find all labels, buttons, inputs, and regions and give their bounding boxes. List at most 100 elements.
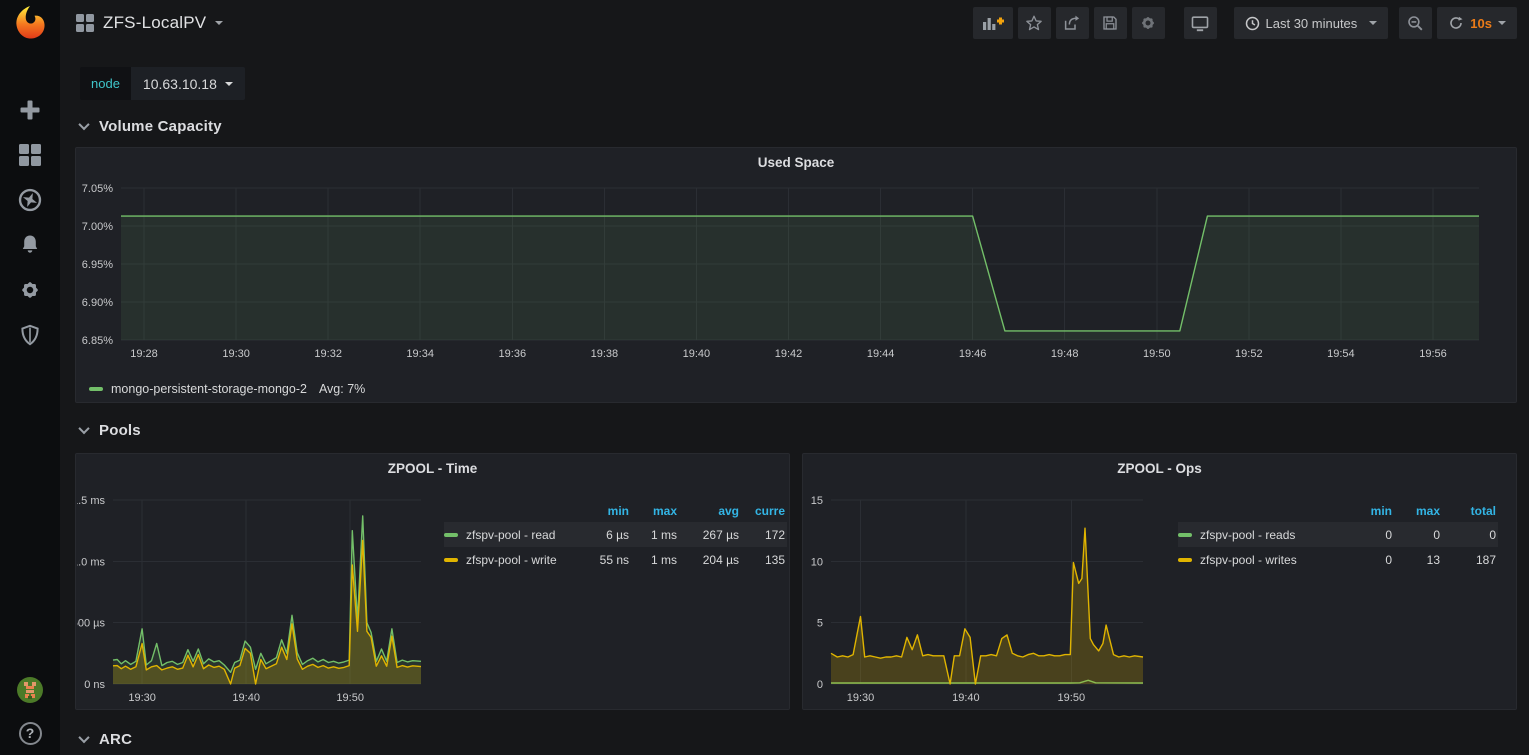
variable-node-value-dropdown[interactable]: 10.63.10.18: [130, 67, 245, 100]
section-label: Pools: [99, 421, 141, 439]
legend-stat-value: 0: [1489, 527, 1496, 542]
dashboard-settings-button[interactable]: [1131, 7, 1165, 39]
x-tick-label: 19:46: [959, 348, 987, 360]
y-tick-label: 6.90%: [82, 297, 113, 309]
legend-column-header: max: [1415, 504, 1440, 518]
legend-stat-value: 172: [764, 527, 785, 542]
dashboard-title[interactable]: ZFS-LocalPV: [103, 13, 207, 32]
y-tick-label: 0: [817, 679, 823, 691]
dashboard-caret-icon[interactable]: [215, 21, 224, 25]
used-space-chart[interactable]: 7.05% 7.00% 6.95% 6.90% 6.85% 19:28 19:30 19:32…: [77, 178, 1517, 370]
variable-node-control: node 10.63.10.18: [80, 67, 245, 100]
legend-stat-value: 13: [1426, 552, 1440, 567]
y-tick-label: 1.5 ms: [77, 495, 105, 507]
dashboard-icon: [76, 14, 94, 32]
add-panel-button[interactable]: [972, 7, 1013, 39]
x-tick-label: 19:36: [499, 348, 527, 360]
section-label: Volume Capacity: [99, 117, 222, 135]
sidebar-item-create[interactable]: [16, 96, 44, 124]
help-button[interactable]: ?: [16, 719, 44, 747]
legend-series-name[interactable]: zfspv-pool - write: [444, 553, 577, 567]
cycle-view-mode-button[interactable]: [1183, 7, 1217, 39]
panel-title[interactable]: ZPOOL - Ops: [1117, 461, 1202, 476]
clock-icon: [1245, 16, 1259, 30]
legend-series-name[interactable]: zfspv-pool - writes: [1178, 553, 1340, 567]
legend-stat-value: 0: [1385, 552, 1392, 567]
section-label: ARC: [99, 730, 133, 748]
panel-zpool-ops: ZPOOL - Ops 15 10 5 0 19:30 19:40 19:50 min max…: [802, 453, 1517, 710]
legend-row: zfspv-pool - writes 0 13 187: [1178, 547, 1498, 572]
grafana-logo-icon[interactable]: [13, 5, 47, 41]
help-icon: ?: [18, 721, 42, 745]
legend-column-header: curre: [754, 504, 785, 518]
zpool-time-chart[interactable]: 1.5 ms 1.0 ms 500 µs 0 ns 19:30 19:40 19:50: [77, 484, 790, 708]
save-button[interactable]: [1093, 7, 1127, 39]
zpool-ops-chart[interactable]: 15 10 5 0 19:30 19:40 19:50: [804, 484, 1517, 708]
legend-stat-value: 0: [1433, 527, 1440, 542]
sidebar: ?: [0, 0, 60, 755]
x-tick-label: 19:54: [1327, 348, 1355, 360]
y-tick-label: 7.05%: [82, 183, 113, 195]
refresh-caret-icon: [1498, 21, 1506, 25]
legend-row: zfspv-pool - write 55 ns 1 ms 204 µs 135: [444, 547, 787, 572]
share-icon: [1064, 15, 1080, 30]
zpool-ops-legend-table: min max total zfspv-pool - reads 0 0 0 zfspv-po…: [1178, 500, 1498, 572]
shield-icon: [21, 324, 39, 346]
sidebar-item-server-admin[interactable]: [16, 321, 44, 349]
panel-title[interactable]: Used Space: [757, 155, 835, 170]
time-range-caret-icon: [1369, 21, 1378, 25]
section-volume-capacity[interactable]: Volume Capacity: [78, 113, 222, 139]
user-avatar[interactable]: [16, 676, 44, 704]
legend-stat-value: 0: [1385, 527, 1392, 542]
chevron-down-icon: [78, 422, 90, 435]
legend-avg-value: Avg: 7%: [318, 382, 366, 396]
x-tick-label: 19:42: [775, 348, 803, 360]
y-tick-label: 6.85%: [82, 335, 113, 347]
refresh-picker[interactable]: 10s: [1437, 7, 1517, 39]
x-tick-label: 19:30: [847, 692, 875, 704]
panel-title[interactable]: ZPOOL - Time: [387, 461, 478, 476]
star-button[interactable]: [1017, 7, 1051, 39]
section-arc[interactable]: ARC: [78, 726, 133, 752]
y-tick-label: 5: [817, 618, 823, 630]
x-tick-label: 19:48: [1051, 348, 1079, 360]
variable-node-value: 10.63.10.18: [142, 75, 217, 92]
x-tick-label: 19:32: [314, 348, 342, 360]
time-range-picker[interactable]: Last 30 minutes: [1233, 7, 1389, 39]
series-line: [831, 679, 1144, 684]
chevron-down-icon: [78, 118, 90, 131]
x-tick-label: 19:28: [130, 348, 158, 360]
legend-series-name[interactable]: mongo-persistent-storage-mongo-2: [111, 382, 307, 396]
sidebar-item-explore[interactable]: [16, 186, 44, 214]
legend-column-header: min: [1370, 504, 1392, 518]
sidebar-item-alerting[interactable]: [16, 231, 44, 259]
series-swatch-icon: [1178, 532, 1192, 537]
series-line: [112, 539, 422, 685]
legend-column-header: total: [1470, 504, 1496, 518]
y-tick-label: 0 ns: [84, 679, 105, 691]
legend-stat-value: 55 ns: [599, 552, 629, 567]
settings-gear-icon: [1142, 17, 1154, 29]
add-panel-icon: [982, 17, 1004, 30]
legend-series-name[interactable]: zfspv-pool - reads: [1178, 528, 1340, 542]
legend-stat-value: 267 µs: [702, 527, 739, 542]
legend-series-name[interactable]: zfspv-pool - read: [444, 528, 577, 542]
panel-used-space: Used Space 7.05% 7.00% 6.95% 6.90% 6.85% 19:2…: [75, 147, 1517, 403]
x-tick-label: 19:30: [128, 692, 156, 704]
legend-row: zfspv-pool - reads 0 0 0: [1178, 522, 1498, 547]
share-button[interactable]: [1055, 7, 1089, 39]
x-tick-label: 19:56: [1419, 348, 1447, 360]
sidebar-item-dashboards[interactable]: [16, 141, 44, 169]
series-line: [121, 215, 1479, 332]
dashboards-grid-icon: [19, 144, 41, 166]
legend-column-header: avg: [718, 504, 739, 518]
series-swatch-icon: [89, 387, 103, 391]
y-tick-label: 10: [811, 556, 823, 568]
legend-stat-value: 187: [1475, 552, 1496, 567]
series-swatch-icon: [444, 557, 458, 562]
variable-node-caret-icon: [224, 81, 233, 86]
variable-node-label: node: [80, 67, 131, 100]
zoom-out-button[interactable]: [1399, 7, 1433, 39]
sidebar-item-configuration[interactable]: [16, 276, 44, 304]
section-pools[interactable]: Pools: [78, 417, 141, 443]
